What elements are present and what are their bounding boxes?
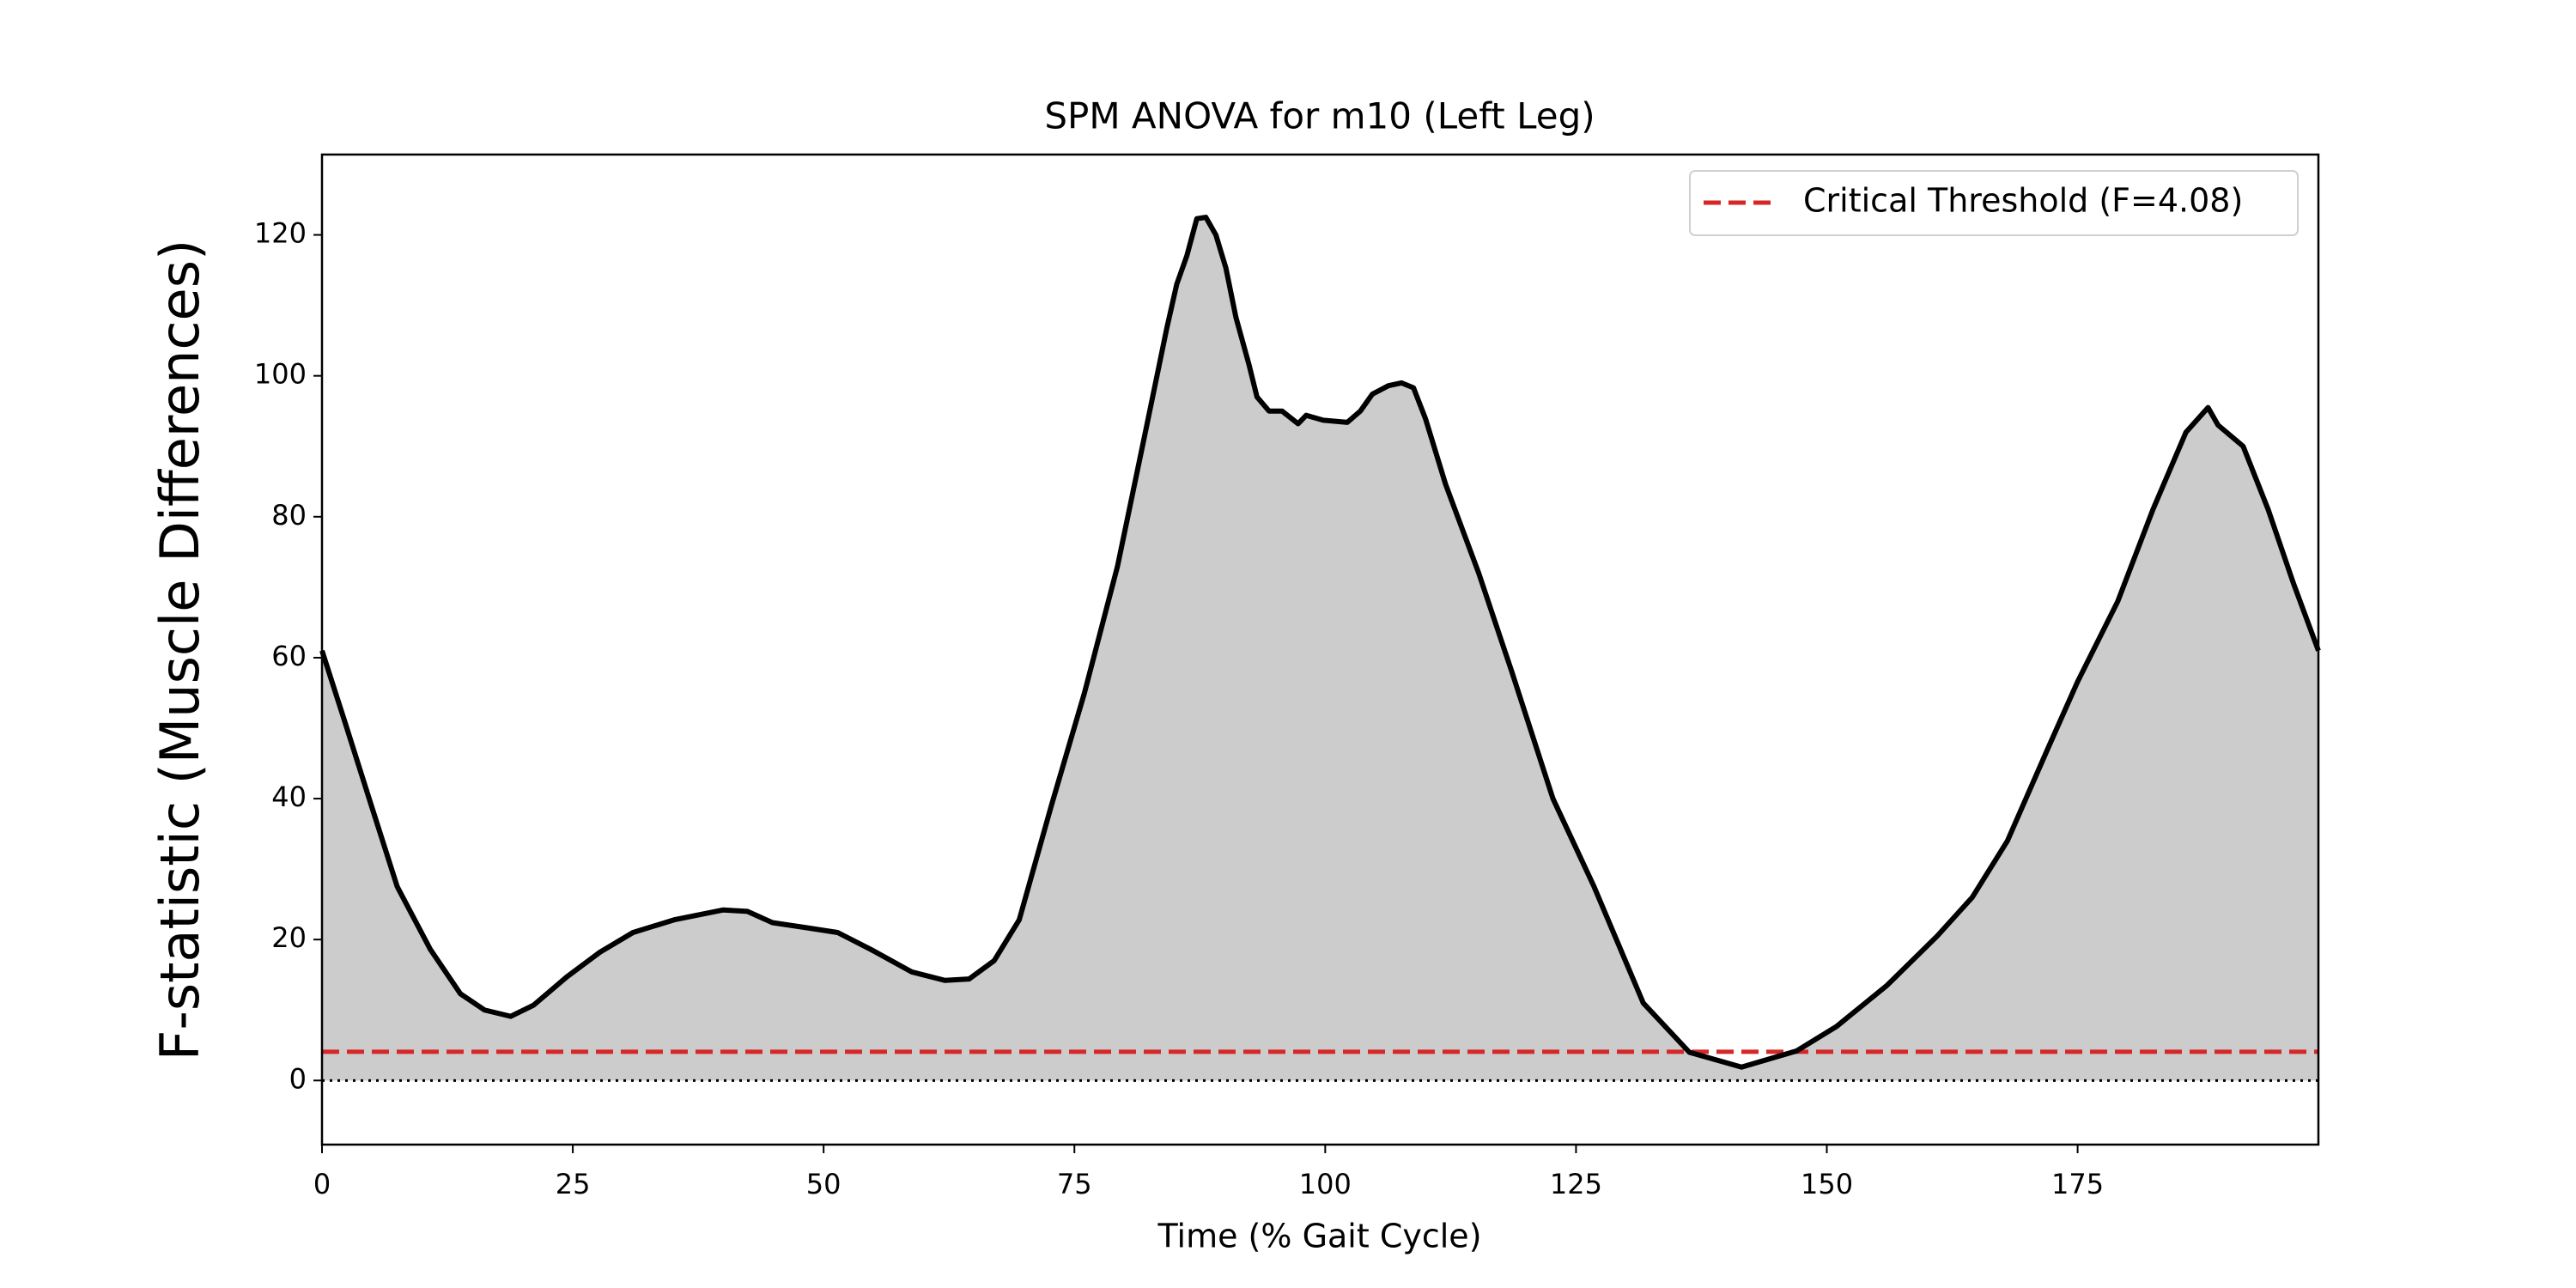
x-axis-label: Time (% Gait Cycle)	[1157, 1218, 1481, 1255]
legend-label: Critical Threshold (F=4.08)	[1803, 182, 2243, 220]
x-tick-label: 25	[556, 1168, 591, 1200]
y-tick-label: 20	[271, 921, 307, 954]
y-tick-label: 0	[289, 1062, 307, 1095]
x-tick-label: 100	[1299, 1168, 1352, 1200]
x-tick-label: 150	[1801, 1168, 1853, 1200]
y-tick-label: 80	[271, 499, 307, 532]
y-tick-label: 100	[254, 358, 307, 391]
x-tick-label: 175	[2051, 1168, 2104, 1200]
line	[319, 215, 2321, 1070]
x-tick-label: 125	[1550, 1168, 1602, 1200]
y-axis-label: F-statistic (Muscle Differences)	[149, 240, 211, 1060]
y-tick-label: 60	[271, 640, 307, 672]
area	[322, 217, 2318, 1081]
x-tick-label: 0	[313, 1168, 331, 1200]
y-tick-label: 120	[254, 217, 307, 250]
x-tick-label: 50	[806, 1168, 841, 1200]
legend-box	[1689, 170, 2299, 236]
plot-frame	[320, 153, 2320, 1146]
x-tick-label: 75	[1057, 1168, 1092, 1200]
y-tick-label: 40	[271, 781, 307, 813]
chart-title: SPM ANOVA for m10 (Left Leg)	[1044, 95, 1595, 137]
